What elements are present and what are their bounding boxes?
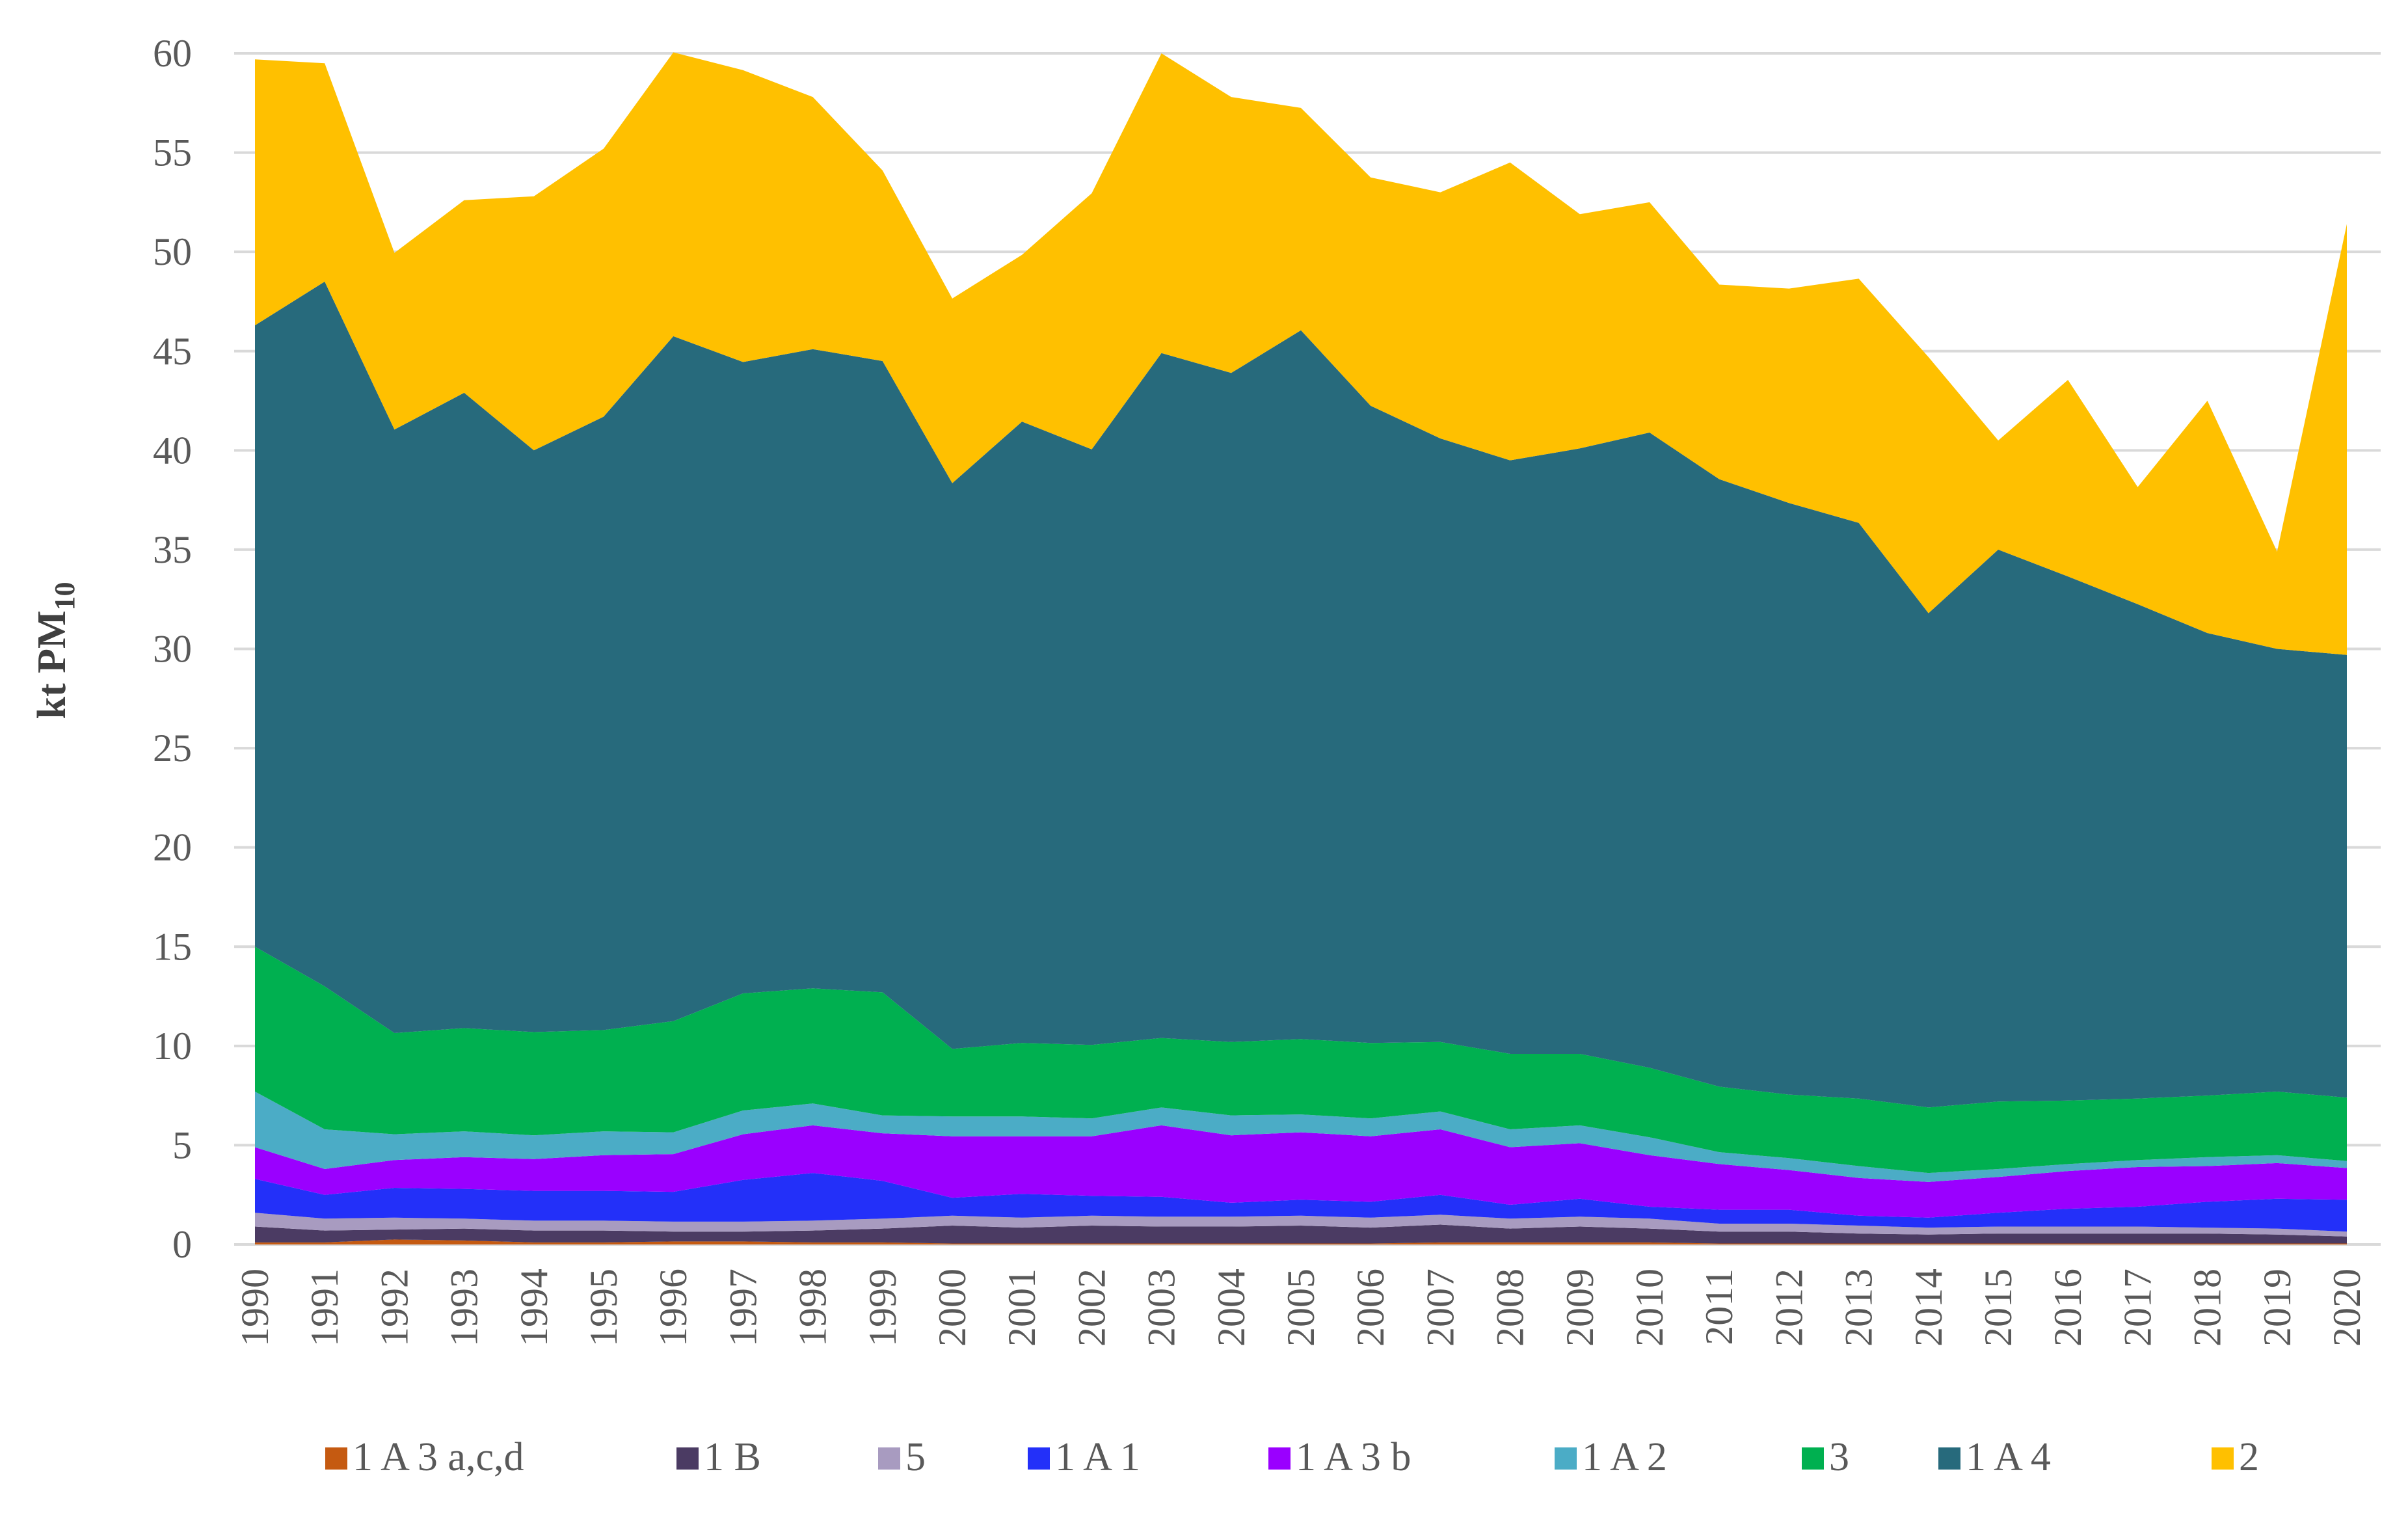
y-tick-label: 5 [172,1123,192,1166]
x-tick-label: 1994 [513,1269,555,1347]
x-tick-label: 2006 [1349,1269,1392,1347]
x-tick-label: 1991 [303,1269,346,1347]
legend-label: 1 B [704,1435,761,1479]
y-axis-ticks: 0 5 10 15 20 25 30 35 40 45 50 55 60 [153,32,192,1266]
legend-label: 1 A 1 [1055,1435,1140,1479]
x-tick-label: 2009 [1559,1269,1601,1347]
legend-swatch [1555,1447,1577,1470]
legend: 1 A 3 a,c,d 1 B 5 1 A 1 1 A 3 b 1 A 2 3 1 A 4 2 [325,1435,2259,1479]
x-tick-label: 2003 [1140,1269,1183,1347]
x-tick-label: 1995 [582,1269,625,1347]
x-tick-label: 1996 [652,1269,695,1347]
y-tick-label: 25 [153,727,192,770]
legend-item: 1 A 4 [1938,1435,2051,1479]
legend-swatch [2212,1447,2234,1470]
x-tick-label: 2020 [2325,1269,2368,1347]
y-tick-label: 40 [153,429,192,472]
legend-label: 1 A 3 b [1296,1435,1411,1479]
x-tick-label: 2010 [1628,1269,1671,1347]
legend-swatch [676,1447,699,1470]
area-1-a-1 [255,1173,2347,1232]
x-tick-label: 1998 [792,1269,835,1347]
area-series [255,52,2347,1244]
y-tick-label: 45 [153,330,192,373]
y-axis-label-text: kt PM [30,610,74,719]
legend-label: 5 [905,1435,926,1479]
x-axis-ticks: 1990 1991 1992 1993 1994 1995 1996 1997 1998 1999… [234,1269,2368,1347]
legend-item: 5 [878,1435,926,1479]
y-tick-label: 0 [172,1223,192,1266]
x-tick-label: 2011 [1698,1269,1741,1345]
x-tick-label: 2001 [1000,1269,1043,1347]
x-tick-label: 1992 [373,1269,416,1347]
x-tick-label: 2019 [2256,1269,2299,1347]
x-tick-label: 2000 [931,1269,974,1347]
y-tick-label: 50 [153,230,192,273]
x-tick-label: 2014 [1907,1269,1950,1347]
legend-label: 1 A 3 a,c,d [353,1435,524,1479]
x-tick-label: 2015 [1977,1269,2020,1347]
legend-swatch [325,1447,347,1470]
legend-item: 1 A 1 [1028,1435,1140,1479]
y-tick-label: 10 [153,1025,192,1068]
x-tick-label: 1999 [861,1269,904,1347]
y-tick-label: 60 [153,32,192,75]
legend-swatch [1802,1447,1824,1470]
area-1-b [255,1224,2347,1244]
x-tick-label: 1993 [443,1269,486,1347]
legend-swatch [878,1447,900,1470]
y-tick-label: 30 [153,628,192,671]
y-tick-label: 15 [153,925,192,968]
area-2 [255,52,2347,655]
legend-item: 1 A 3 b [1268,1435,1411,1479]
legend-swatch [1268,1447,1291,1470]
y-axis-label-subscript: 10 [49,582,81,610]
legend-label: 2 [2239,1435,2259,1479]
x-tick-label: 2017 [2116,1269,2159,1347]
y-tick-label: 35 [153,528,192,571]
x-tick-label: 1990 [234,1269,276,1347]
x-tick-label: 1997 [721,1269,764,1347]
x-tick-label: 2013 [1838,1269,1880,1347]
x-tick-label: 2005 [1279,1269,1322,1347]
legend-item: 1 A 3 a,c,d [325,1435,524,1479]
x-tick-label: 2007 [1419,1269,1462,1347]
legend-label: 3 [1829,1435,1849,1479]
area-1-a-3-b [255,1125,2347,1218]
x-tick-label: 2002 [1070,1269,1113,1347]
legend-swatch [1938,1447,1960,1470]
legend-item: 1 B [676,1435,761,1479]
y-tick-label: 55 [153,131,192,174]
legend-item: 1 A 2 [1555,1435,1667,1479]
x-tick-label: 2012 [1767,1269,1810,1347]
area-1-a-2 [255,1092,2347,1182]
legend-item: 2 [2212,1435,2259,1479]
legend-item: 3 [1802,1435,1849,1479]
area-5 [255,1213,2347,1237]
area-3 [255,947,2347,1174]
area-1-a-3-a-c-d [255,1239,2347,1244]
y-tick-label: 20 [153,826,192,869]
x-tick-label: 2016 [2046,1269,2089,1347]
legend-label: 1 A 4 [1966,1435,2051,1479]
y-axis-label: kt PM10 [30,582,81,719]
area-1-a-4 [255,281,2347,1108]
legend-label: 1 A 2 [1582,1435,1667,1479]
x-tick-label: 2004 [1210,1269,1253,1347]
x-tick-label: 2018 [2186,1269,2229,1347]
x-tick-label: 2008 [1489,1269,1532,1347]
legend-swatch [1028,1447,1050,1470]
